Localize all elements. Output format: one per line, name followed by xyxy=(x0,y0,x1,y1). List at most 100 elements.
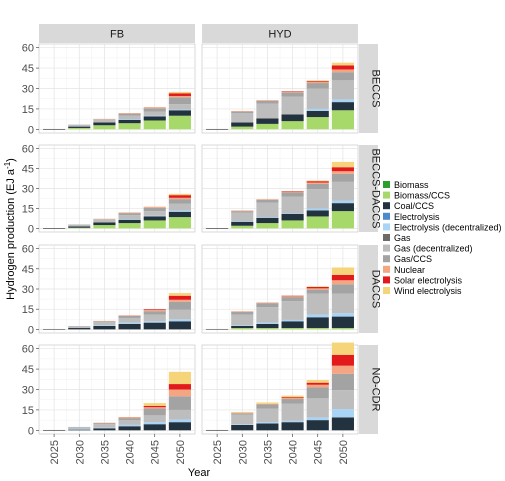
legend-label: Electrolysis xyxy=(394,212,440,222)
legend-swatch xyxy=(383,234,390,241)
y-tick-label: 30 xyxy=(22,284,34,296)
bar-segment-gas-decentralized- xyxy=(93,321,116,326)
bar-segment-electrolysis-decentralized- xyxy=(256,217,279,218)
bar-segment-electrolysis-decentralized- xyxy=(331,99,354,103)
legend-label: Gas (decentralized) xyxy=(394,244,473,254)
bar-segment-nuclear xyxy=(118,416,141,419)
bar-segment-gas-decentralized- xyxy=(256,307,279,323)
facet-strip-row xyxy=(359,245,378,333)
bar-segment-nuclear xyxy=(331,171,354,174)
y-tick-label: 60 xyxy=(22,244,34,256)
facet-strip-column xyxy=(202,24,358,43)
bar-segment-nuclear xyxy=(281,295,304,298)
bar-segment-gas-decentralized- xyxy=(68,326,91,329)
bar-segment-gas-decentralized- xyxy=(168,104,191,110)
bar-segment-solar-electrolysis xyxy=(168,93,191,96)
bar-segment-biomass-ccs xyxy=(93,125,116,130)
bar-segment-gas-decentralized- xyxy=(118,420,141,425)
bar-segment-coal-ccs xyxy=(68,226,91,228)
bar-segment-biomass-ccs xyxy=(143,120,166,130)
bar-segment-electrolysis-decentralized- xyxy=(306,108,329,111)
bar-segment-coal-ccs xyxy=(331,102,354,111)
bar-segment-gas-decentralized- xyxy=(231,314,254,326)
bar-segment-biomass-ccs xyxy=(331,211,354,229)
bar-segment-coal-ccs xyxy=(306,420,329,431)
legend-swatch xyxy=(383,191,390,199)
legend-swatch xyxy=(383,265,390,273)
bar-segment-electrolysis-decentralized- xyxy=(143,115,166,117)
bar-segment-solar-electrolysis xyxy=(306,286,329,289)
bar-segment-coal-ccs xyxy=(281,422,304,431)
legend-swatch xyxy=(383,287,390,294)
panel-BECCS-HYD xyxy=(201,43,359,134)
bar-segment-electrolysis-decentralized- xyxy=(231,325,254,327)
bar-segment-electrolysis-decentralized- xyxy=(281,213,304,214)
bar-segment-electrolysis-decentralized- xyxy=(93,427,116,429)
legend-label: Coal/CCS xyxy=(394,201,434,211)
bar-segment-wind-electrolysis xyxy=(331,161,354,168)
y-axis-title-superscript: -1 xyxy=(3,161,12,169)
bar-segment-nuclear xyxy=(143,206,166,208)
bar-segment-gas-decentralized- xyxy=(143,415,166,423)
y-tick-label: 45 xyxy=(22,364,34,376)
bar-segment-gas-decentralized- xyxy=(306,293,329,315)
bar-segment-nuclear xyxy=(168,197,191,200)
bar-segment-coal-ccs xyxy=(281,213,304,221)
bar-segment-wind-electrolysis xyxy=(306,379,329,383)
bar-segment-coal-ccs xyxy=(168,321,191,330)
y-axis-title: Hydrogen production (EJ a-1) xyxy=(3,158,17,300)
bar-segment-nuclear xyxy=(281,397,304,400)
bar-segment-gas-ccs xyxy=(143,311,166,315)
bar-segment-solar-electrolysis xyxy=(306,81,329,82)
y-axis-title-close: ) xyxy=(5,158,17,162)
bar-segment-gas-ccs xyxy=(231,413,254,415)
bar-segment-solar-electrolysis xyxy=(143,405,166,408)
bar-segment-solar-electrolysis xyxy=(306,181,329,183)
y-tick-label: 0 xyxy=(28,324,34,336)
bar-segment-coal-ccs xyxy=(231,326,254,329)
bar-segment-wind-electrolysis xyxy=(281,395,304,397)
bar-segment-nuclear xyxy=(331,69,354,73)
bar-segment-electrolysis-decentralized- xyxy=(256,422,279,424)
bar-segment-gas-ccs xyxy=(118,418,141,421)
y-tick-label: 15 xyxy=(22,405,34,417)
bar-segment-nuclear xyxy=(143,107,166,109)
panel-DACCS-HYD xyxy=(201,244,359,334)
bar-segment-solar-electrolysis xyxy=(331,274,354,281)
bar-segment-gas-ccs xyxy=(231,111,254,113)
bar-segment-coal-ccs xyxy=(331,316,354,329)
legend-label: Gas/CCS xyxy=(394,254,432,264)
bar-segment-electrolysis-decentralized- xyxy=(256,322,279,324)
bar-segment-coal-ccs xyxy=(331,203,354,212)
bar-segment-coal-ccs xyxy=(143,322,166,330)
bar-segment-nuclear xyxy=(256,403,279,405)
bar-segment-biomass-ccs xyxy=(306,117,329,130)
bar-segment-gas-decentralized- xyxy=(68,224,91,227)
bar-segment-nuclear xyxy=(168,389,191,397)
y-tick-label: 45 xyxy=(22,63,34,75)
legend-swatch xyxy=(383,202,390,210)
bar-segment-electrolysis-decentralized- xyxy=(168,419,191,423)
facet-strip-column xyxy=(39,24,195,43)
bar-segment-electrolysis-decentralized- xyxy=(331,313,354,317)
bar-segment-biomass-ccs xyxy=(168,115,191,130)
bar-segment-biomass-ccs xyxy=(256,123,279,130)
x-tick-label: 2040 xyxy=(288,440,300,464)
bar-segment-coal-ccs xyxy=(118,426,141,431)
bar-segment-electrolysis-decentralized- xyxy=(118,119,141,120)
bar-segment-solar-electrolysis xyxy=(168,195,191,198)
bar-segment-gas-ccs xyxy=(168,199,191,204)
y-tick-label: 0 xyxy=(28,425,34,437)
bar-segment-gas-decentralized- xyxy=(93,219,116,223)
bar-segment-wind-electrolysis xyxy=(331,62,354,66)
bar-segment-biomass-ccs xyxy=(68,227,91,229)
y-tick-label: 15 xyxy=(22,104,34,116)
x-tick-label: 2040 xyxy=(125,440,137,464)
bar-segment-coal-ccs xyxy=(306,110,329,118)
bar-segment-coal-ccs xyxy=(118,219,141,224)
bar-segment-electrolysis-decentralized- xyxy=(306,314,329,318)
bar-segment-gas-decentralized- xyxy=(118,115,141,120)
x-tick-label: 2025 xyxy=(49,440,61,464)
bar-segment-wind-electrolysis xyxy=(168,91,191,94)
